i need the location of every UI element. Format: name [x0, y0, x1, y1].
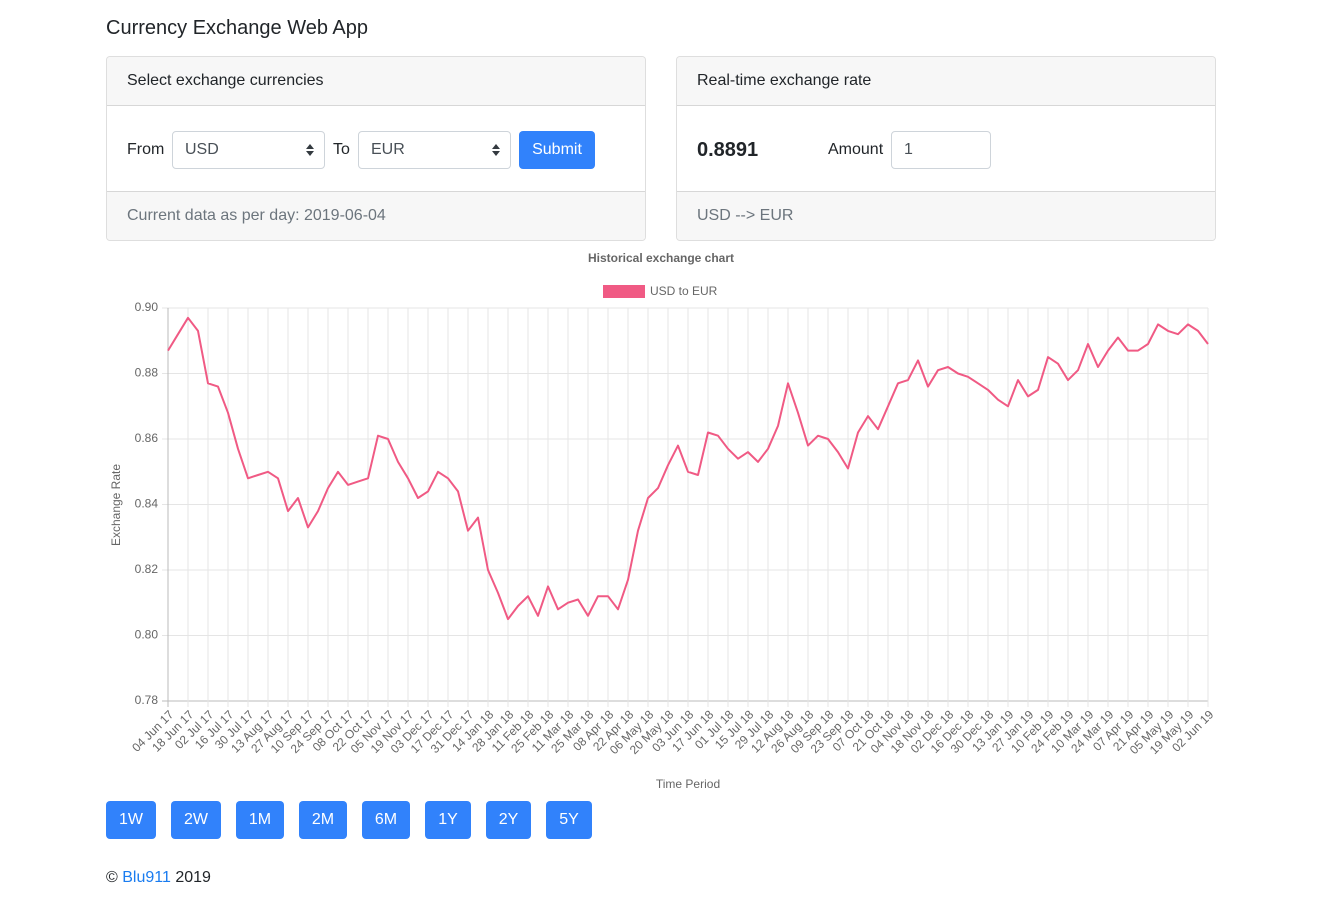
period-button[interactable]: 2W	[171, 801, 221, 839]
chart-title: Historical exchange chart	[588, 251, 734, 265]
period-button[interactable]: 2M	[299, 801, 347, 839]
period-button[interactable]: 1W	[106, 801, 156, 839]
period-button[interactable]: 2Y	[486, 801, 531, 839]
legend-swatch	[603, 285, 645, 298]
exchange-rate: 0.8891	[697, 139, 759, 161]
period-button[interactable]: 6M	[362, 801, 410, 839]
author-link[interactable]: Blu911	[122, 869, 171, 886]
legend-label: USD to EUR	[650, 284, 718, 298]
amount-label: Amount	[828, 141, 884, 158]
to-value: EUR	[371, 141, 405, 158]
select-arrows	[492, 144, 500, 156]
copyright: ©	[106, 869, 118, 886]
card-footer: USD --> EUR	[677, 191, 1215, 240]
year: 2019	[175, 869, 211, 886]
line-series	[167, 316, 1209, 621]
card-footer: Current data as per day: 2019-06-04	[107, 191, 645, 240]
page-title: Currency Exchange Web App	[106, 17, 369, 39]
rate-card: Real-time exchange rate 0.8891 Amount 1 …	[676, 56, 1216, 241]
y-tick-label: 0.80	[135, 628, 159, 642]
x-axis-title: Time Period	[656, 777, 720, 791]
y-tick-label: 0.78	[135, 693, 159, 707]
y-axis-title: Exchange Rate	[109, 464, 123, 546]
from-value: USD	[185, 141, 219, 158]
from-label: From	[127, 141, 165, 158]
from-select[interactable]: USD	[172, 131, 325, 169]
y-tick-label: 0.84	[135, 497, 159, 511]
to-label: To	[333, 141, 350, 158]
to-select[interactable]: EUR	[358, 131, 511, 169]
period-button[interactable]: 5Y	[546, 801, 592, 839]
y-tick-label: 0.86	[135, 431, 159, 445]
chart: Historical exchange chart Time Period Ex…	[109, 251, 1216, 791]
y-tick-label: 0.90	[135, 300, 159, 314]
select-card: Select exchange currencies From USD To E…	[106, 56, 646, 241]
select-arrows	[306, 144, 314, 156]
card-header: Real-time exchange rate	[677, 57, 1215, 106]
period-button[interactable]: 1M	[236, 801, 284, 839]
y-tick-label: 0.82	[135, 562, 159, 576]
card-header: Select exchange currencies	[107, 57, 645, 106]
y-tick-label: 0.88	[135, 366, 159, 380]
period-button[interactable]: 1Y	[425, 801, 471, 839]
amount-input[interactable]: 1	[891, 131, 991, 169]
footer: © Blu911 2019	[106, 868, 211, 888]
submit-button[interactable]: Submit	[519, 131, 595, 169]
